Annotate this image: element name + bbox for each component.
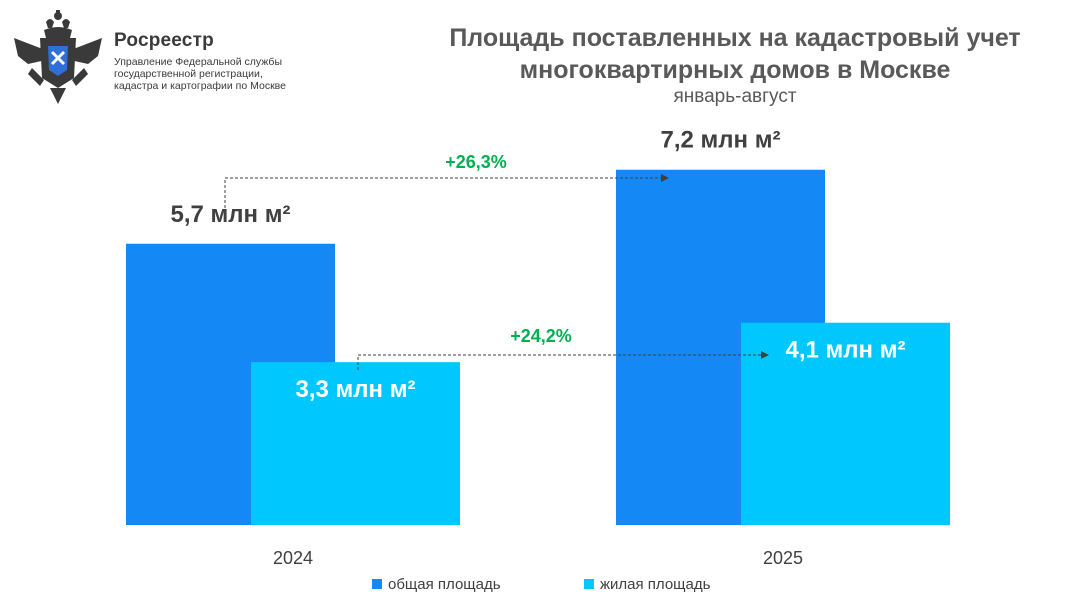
org-name: Росреестр: [114, 30, 214, 51]
legend-item-living: жилая площадь: [584, 576, 710, 593]
chart-title: Площадь поставленных на кадастровый учет…: [449, 24, 1021, 84]
org-block: Росреестр Управление Федеральной службы …: [114, 30, 304, 92]
org-description: Управление Федеральной службы государств…: [114, 56, 286, 92]
legend-swatch-total: [372, 579, 382, 589]
bar-living-2024: [251, 362, 460, 525]
rosreestr-eagle-logo: [14, 10, 102, 104]
data-label-total-2025: 7,2 млн м²: [661, 127, 781, 154]
growth-arrow-total: [224, 174, 669, 208]
legend-label-total: общая площадь: [388, 576, 501, 593]
category-label-2024: 2024: [273, 548, 313, 568]
chart-subtitle: январь-август: [673, 86, 797, 107]
legend-swatch-living: [584, 579, 594, 589]
data-label-living-2024: 3,3 млн м²: [296, 376, 416, 403]
category-label-2025: 2025: [763, 548, 803, 568]
legend-item-total: общая площадь: [372, 576, 501, 593]
growth-label-total: +26,3%: [445, 152, 507, 172]
data-label-living-2025: 4,1 млн м²: [786, 337, 906, 364]
growth-label-living: +24,2%: [510, 326, 572, 346]
data-label-total-2024: 5,7 млн м²: [171, 201, 291, 228]
growth-arrow-living: [357, 351, 769, 370]
legend-label-living: жилая площадь: [600, 576, 711, 593]
bar-living-2025: [741, 322, 950, 525]
